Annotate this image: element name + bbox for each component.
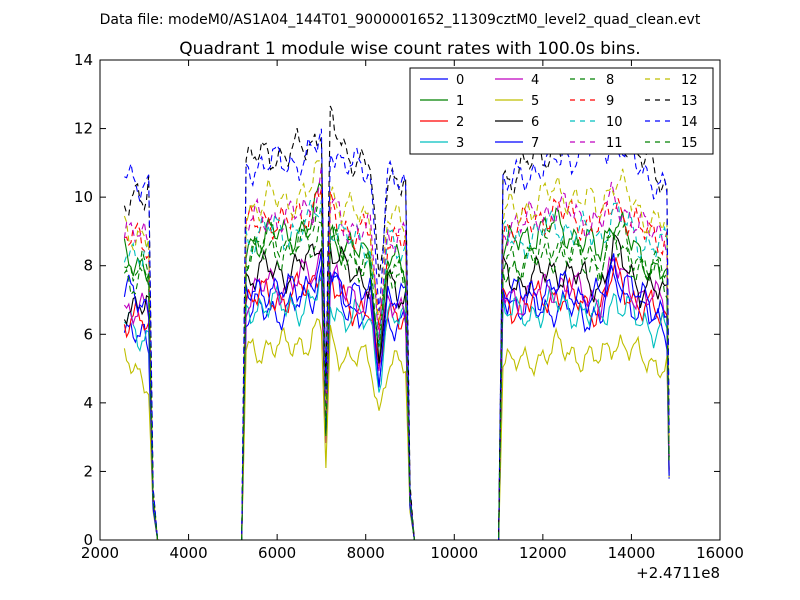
legend-label: 4 (531, 73, 539, 88)
series-line-15 (124, 221, 670, 541)
legend-label: 8 (606, 73, 614, 88)
y-tick-label: 6 (83, 325, 93, 343)
series-line-5 (123, 317, 670, 541)
series-lines (123, 105, 670, 541)
figure-suptitle: Data file: modeM0/AS1A04_144T01_90000016… (100, 12, 701, 28)
legend-label: 6 (531, 115, 539, 130)
legend-label: 3 (456, 136, 464, 151)
legend-label: 14 (681, 115, 698, 130)
x-tick-label: 16000 (696, 544, 744, 562)
legend-label: 12 (681, 73, 698, 88)
y-tick-label: 0 (83, 531, 93, 549)
legend-label: 0 (456, 73, 464, 88)
x-tick-label: 4000 (169, 544, 207, 562)
legend-label: 13 (681, 94, 698, 109)
x-offset-label: +2.4711e8 (636, 564, 720, 582)
series-line-10 (123, 199, 670, 541)
legend-label: 15 (681, 136, 698, 151)
legend-box (409, 67, 714, 155)
legend-label: 5 (531, 94, 539, 109)
series-line-13 (123, 105, 670, 541)
x-tick-label: 2000 (81, 544, 119, 562)
axis-ticks: 2000 4000 6000 8000 10000 12000 14000 16000 0 2 4 6… (74, 51, 744, 562)
plot-area (99, 59, 721, 541)
x-tick-label: 14000 (608, 544, 656, 562)
legend-label: 9 (606, 94, 614, 109)
legend-label: 7 (531, 136, 539, 151)
y-tick-label: 8 (83, 257, 93, 275)
y-tick-label: 2 (83, 462, 93, 480)
y-tick-label: 14 (74, 51, 93, 69)
x-tick-label: 10000 (430, 544, 478, 562)
x-tick-label: 12000 (519, 544, 567, 562)
legend-label: 10 (606, 115, 623, 130)
series-line-1 (123, 182, 670, 541)
legend-label: 2 (456, 115, 464, 130)
x-tick-label: 6000 (258, 544, 296, 562)
y-tick-label: 4 (83, 394, 93, 412)
legend-label: 1 (456, 94, 464, 109)
series-line-14 (124, 128, 670, 541)
legend-label: 11 (606, 136, 623, 151)
series-line-6 (123, 233, 670, 541)
x-tick-label: 8000 (347, 544, 385, 562)
y-tick-label: 12 (74, 120, 93, 138)
series-line-9 (124, 187, 670, 541)
chart-title: Quadrant 1 module wise count rates with … (179, 39, 640, 59)
y-tick-label: 10 (74, 188, 93, 206)
